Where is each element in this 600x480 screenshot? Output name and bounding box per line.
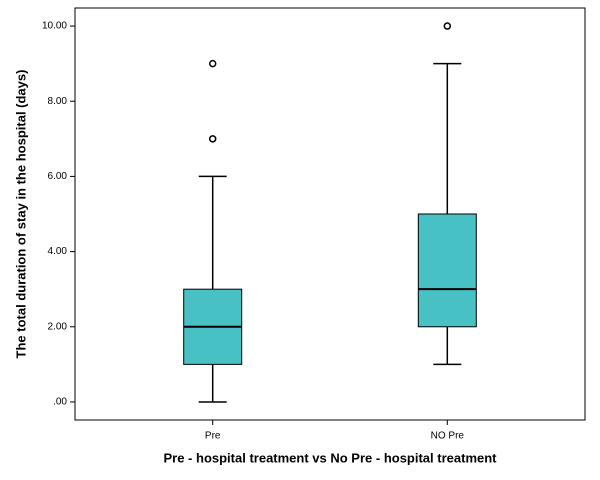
y-tick-label: 8.00 [48,96,68,107]
y-axis-title: The total duration of stay in the hospit… [13,70,28,359]
outlier [208,135,217,143]
outlier [208,59,217,68]
y-tick-label: 6.00 [48,171,68,182]
x-tick-label: NO Pre [431,431,465,442]
y-tick-label: .00 [53,397,67,408]
plot-frame [74,7,586,421]
x-tick-label: Pre [205,431,221,442]
y-tick-label: 4.00 [48,246,68,257]
box [417,213,477,328]
y-tick-label: 2.00 [48,321,68,332]
outlier [443,22,452,30]
y-tick-label: 10.00 [42,21,67,32]
x-axis-title: Pre - hospital treatment vs No Pre - hos… [163,450,497,465]
